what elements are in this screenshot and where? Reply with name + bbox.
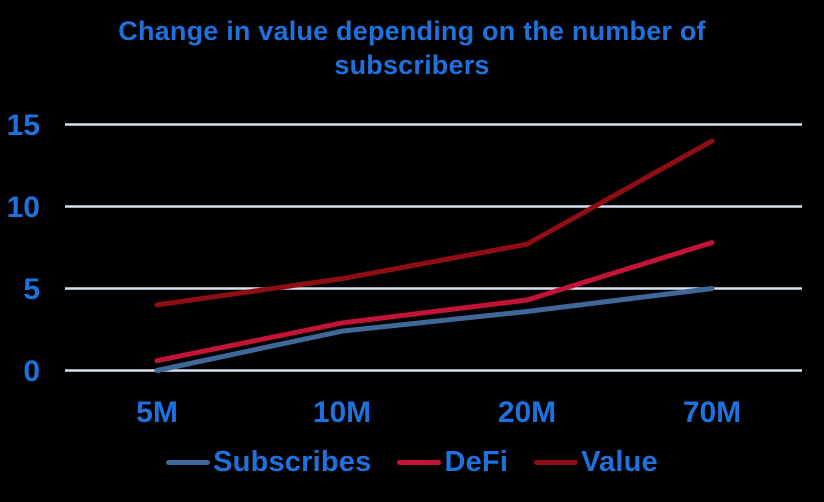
x-axis-label-20m: 20M	[498, 396, 556, 429]
legend-item-defi: DeFi	[397, 446, 508, 479]
chart-title: Change in value depending on the number …	[72, 14, 752, 82]
series-line-value	[154, 138, 715, 308]
series-line-subscribes	[154, 286, 715, 373]
legend-swatch-subscribes	[166, 460, 211, 465]
series-line-defi	[154, 240, 715, 364]
chart-legend: Subscribes DeFi Value	[0, 446, 824, 479]
legend-item-value: Value	[534, 446, 658, 479]
legend-swatch-value	[534, 460, 579, 465]
y-axis-label-10: 10	[7, 191, 40, 224]
y-axis-label-5: 5	[23, 273, 40, 306]
chart-title-line1: Change in value depending on the number …	[118, 16, 706, 46]
legend-label-defi: DeFi	[444, 446, 509, 478]
x-axis-label-10m: 10M	[313, 396, 371, 429]
chart-title-line2: subscribers	[334, 50, 490, 80]
y-axis-label-15: 15	[7, 109, 40, 142]
legend-item-subscribes: Subscribes	[166, 446, 371, 479]
legend-label-subscribes: Subscribes	[213, 446, 372, 478]
x-axis-label-5m: 5M	[136, 396, 178, 429]
legend-label-value: Value	[581, 446, 658, 478]
y-axis-label-0: 0	[23, 355, 40, 388]
x-axis-label-70m: 70M	[683, 396, 741, 429]
legend-swatch-defi	[397, 460, 442, 465]
